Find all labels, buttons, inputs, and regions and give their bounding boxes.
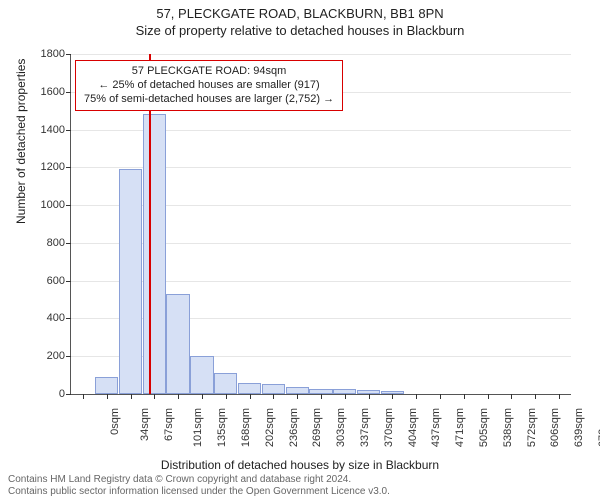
xtick-mark — [464, 394, 465, 399]
histogram-bar — [166, 294, 189, 394]
footer-line-2: Contains public sector information licen… — [8, 486, 390, 498]
histogram-bar — [214, 373, 237, 394]
x-axis-label: Distribution of detached houses by size … — [0, 458, 600, 472]
plot-wrap: 0200400600800100012001400160018000sqm34s… — [70, 54, 570, 394]
xtick-label: 337sqm — [359, 408, 371, 447]
xtick-mark — [511, 394, 512, 399]
ytick-mark — [66, 54, 71, 55]
xtick-mark — [392, 394, 393, 399]
ytick-label: 1400 — [25, 124, 65, 136]
ytick-label: 800 — [25, 237, 65, 249]
xtick-label: 538sqm — [502, 408, 514, 447]
xtick-label: 202sqm — [264, 408, 276, 447]
annotation-line: 75% of semi-detached houses are larger (… — [84, 93, 334, 107]
ytick-label: 200 — [25, 350, 65, 362]
ytick-mark — [66, 167, 71, 168]
ytick-mark — [66, 281, 71, 282]
histogram-bar — [238, 383, 261, 394]
annotation-line: ← 25% of detached houses are smaller (91… — [84, 79, 334, 93]
xtick-label: 34sqm — [139, 408, 151, 441]
footer: Contains HM Land Registry data © Crown c… — [8, 474, 390, 498]
xtick-mark — [250, 394, 251, 399]
annotation-box: 57 PLECKGATE ROAD: 94sqm← 25% of detache… — [75, 60, 343, 111]
xtick-mark — [345, 394, 346, 399]
histogram-bar — [119, 169, 142, 394]
xtick-label: 404sqm — [407, 408, 419, 447]
ytick-mark — [66, 356, 71, 357]
page: 57, PLECKGATE ROAD, BLACKBURN, BB1 8PN S… — [0, 0, 600, 500]
grid-line — [71, 54, 571, 55]
xtick-label: 67sqm — [163, 408, 175, 441]
ytick-label: 1600 — [25, 86, 65, 98]
ytick-label: 1800 — [25, 48, 65, 60]
xtick-mark — [83, 394, 84, 399]
ytick-mark — [66, 243, 71, 244]
xtick-mark — [321, 394, 322, 399]
page-subtitle: Size of property relative to detached ho… — [0, 21, 600, 38]
xtick-mark — [369, 394, 370, 399]
xtick-mark — [202, 394, 203, 399]
xtick-mark — [131, 394, 132, 399]
footer-line-1: Contains HM Land Registry data © Crown c… — [8, 474, 390, 486]
xtick-label: 101sqm — [192, 408, 204, 447]
xtick-mark — [416, 394, 417, 399]
xtick-label: 236sqm — [288, 408, 300, 447]
xtick-label: 370sqm — [383, 408, 395, 447]
annotation-line: 57 PLECKGATE ROAD: 94sqm — [84, 65, 334, 79]
xtick-mark — [297, 394, 298, 399]
xtick-label: 606sqm — [550, 408, 562, 447]
xtick-mark — [273, 394, 274, 399]
xtick-label: 135sqm — [216, 408, 228, 447]
ytick-mark — [66, 130, 71, 131]
ytick-mark — [66, 92, 71, 93]
xtick-mark — [107, 394, 108, 399]
xtick-mark — [440, 394, 441, 399]
xtick-label: 437sqm — [431, 408, 443, 447]
ytick-label: 1000 — [25, 199, 65, 211]
xtick-label: 639sqm — [573, 408, 585, 447]
ytick-label: 1200 — [25, 161, 65, 173]
xtick-label: 505sqm — [478, 408, 490, 447]
histogram-bar — [262, 384, 285, 394]
ytick-mark — [66, 205, 71, 206]
histogram-bar — [190, 356, 213, 394]
xtick-mark — [559, 394, 560, 399]
xtick-label: 572sqm — [526, 408, 538, 447]
plot-area: 0200400600800100012001400160018000sqm34s… — [70, 54, 571, 395]
xtick-mark — [178, 394, 179, 399]
page-title: 57, PLECKGATE ROAD, BLACKBURN, BB1 8PN — [0, 0, 600, 21]
xtick-label: 303sqm — [335, 408, 347, 447]
xtick-mark — [226, 394, 227, 399]
histogram-bar — [95, 377, 118, 394]
ytick-mark — [66, 318, 71, 319]
histogram-bar — [143, 114, 166, 394]
xtick-label: 471sqm — [454, 408, 466, 447]
ytick-label: 600 — [25, 275, 65, 287]
ytick-label: 0 — [25, 388, 65, 400]
xtick-mark — [535, 394, 536, 399]
ytick-mark — [66, 394, 71, 395]
xtick-label: 168sqm — [240, 408, 252, 447]
xtick-mark — [154, 394, 155, 399]
xtick-mark — [488, 394, 489, 399]
ytick-label: 400 — [25, 312, 65, 324]
xtick-label: 269sqm — [312, 408, 324, 447]
histogram-bar — [286, 387, 309, 394]
xtick-label: 0sqm — [109, 408, 121, 435]
